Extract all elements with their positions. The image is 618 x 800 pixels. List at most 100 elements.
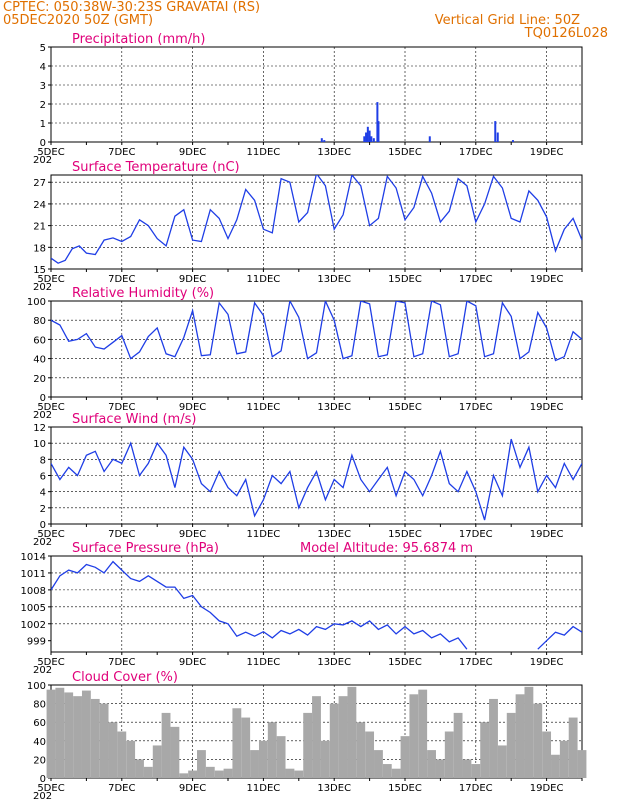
precip-bar <box>372 138 375 142</box>
cloud-bar <box>258 740 268 778</box>
cloud-bar <box>205 766 215 778</box>
precip-bar <box>363 136 366 142</box>
cloud-bar <box>170 726 180 778</box>
precip-xtick-label: 17DEC <box>459 147 493 158</box>
cloud-bar <box>250 750 259 778</box>
wind-ytick-label: 8 <box>40 455 46 466</box>
cloud-title: Cloud Cover (%) <box>72 670 178 685</box>
wind-xtick-label: 19DEC <box>530 529 564 540</box>
rh-xtick-label: 9DEC <box>179 402 206 413</box>
wind-xtick-label: 15DEC <box>388 529 422 540</box>
cloud-xtick-label: 7DEC <box>108 783 135 794</box>
rh-ytick-label: 80 <box>33 316 46 327</box>
precip-bar <box>428 136 431 142</box>
wind-xtick-label: 9DEC <box>179 529 206 540</box>
cloud-bar <box>188 770 198 778</box>
cloud-bar <box>303 712 313 778</box>
cloud-bar <box>73 696 82 778</box>
pres-xtick-label: 11DEC <box>247 657 281 668</box>
temp-xtick-label: 13DEC <box>317 274 351 285</box>
wind-ytick-label: 4 <box>40 488 46 499</box>
precip-ytick-label: 5 <box>40 43 46 54</box>
cloud-bar <box>267 722 277 778</box>
cloud-xtick-label: 17DEC <box>459 783 493 794</box>
cloud-bar <box>90 698 100 778</box>
cloud-bar <box>533 703 543 778</box>
precip-xtick-label: 11DEC <box>247 147 281 158</box>
pres-ytick-label: 999 <box>27 637 46 648</box>
pres-ytick-label: 1008 <box>21 586 46 597</box>
temp-ytick-label: 27 <box>33 178 46 189</box>
temp-ytick-label: 18 <box>33 243 46 254</box>
cloud-bar <box>117 731 127 778</box>
cloud-bar <box>285 768 295 778</box>
rh-ytick-label: 40 <box>33 355 46 366</box>
cloud-bar <box>55 687 65 778</box>
temp-year-label: 202 <box>33 282 52 293</box>
cloud-bar <box>506 712 516 778</box>
cloud-bar <box>409 694 419 778</box>
cloud-bar <box>108 722 118 778</box>
rh-ytick-label: 20 <box>33 374 46 385</box>
pres-xtick-label: 19DEC <box>530 657 564 668</box>
temp-xtick-label: 5DEC <box>37 274 64 285</box>
rh-ytick-label: 60 <box>33 335 46 346</box>
wind-ytick-label: 6 <box>40 472 46 483</box>
pres-frame <box>50 555 583 653</box>
rh-xtick-label: 19DEC <box>530 402 564 413</box>
wind-ytick-label: 12 <box>33 423 46 434</box>
precip-ytick-label: 4 <box>40 62 46 73</box>
cloud-ytick-label: 80 <box>33 700 46 711</box>
cloud-bar <box>489 698 498 778</box>
wind-xtick-label: 11DEC <box>247 529 281 540</box>
wind-xtick-label: 7DEC <box>108 529 135 540</box>
temp-xtick-label: 9DEC <box>179 274 206 285</box>
precip-xtick-label: 9DEC <box>179 147 206 158</box>
cloud-xtick-label: 13DEC <box>317 783 351 794</box>
pres-series-line <box>51 560 582 650</box>
precip-bar <box>323 140 326 142</box>
cloud-xtick-label: 11DEC <box>247 783 281 794</box>
wind-series-line <box>51 438 582 521</box>
temp-ytick-label: 15 <box>33 265 46 276</box>
precip-bar <box>370 136 373 142</box>
cloud-bar <box>161 712 171 778</box>
cloud-bar <box>471 764 481 778</box>
pres-year-label: 202 <box>33 665 52 676</box>
wind-ytick-label: 0 <box>40 520 46 531</box>
wind-ytick-label: 2 <box>40 504 46 515</box>
temp-xtick-label: 15DEC <box>388 274 422 285</box>
cloud-bar <box>382 764 392 778</box>
cloud-bar <box>391 768 401 778</box>
cloud-bar <box>152 745 162 778</box>
cloud-bar <box>329 703 339 778</box>
cloud-bar <box>444 731 454 778</box>
precip-ytick-label: 2 <box>40 100 46 111</box>
cloud-bar <box>515 694 525 778</box>
pres-xtick-label: 7DEC <box>108 657 135 668</box>
cloud-bar <box>46 689 56 778</box>
wind-xtick-label: 13DEC <box>317 529 351 540</box>
cloud-bar <box>312 696 321 778</box>
cloud-ytick-label: 0 <box>40 774 46 785</box>
model-altitude-label: Model Altitude: 95.6874 m <box>300 541 473 556</box>
cloud-bar <box>320 740 330 778</box>
pres-ytick-label: 1011 <box>21 569 46 580</box>
cloud-bar <box>374 750 383 778</box>
cloud-xtick-label: 15DEC <box>388 783 422 794</box>
precip-bar <box>511 140 514 142</box>
pres-xtick-label: 5DEC <box>37 657 64 668</box>
rh-xtick-label: 11DEC <box>247 402 281 413</box>
precip-bar <box>377 121 380 142</box>
rh-year-label: 202 <box>33 410 52 421</box>
rh-ytick-label: 0 <box>40 393 46 404</box>
cloud-bar <box>427 750 436 778</box>
cloud-bar <box>551 754 560 778</box>
temp-ytick-label: 24 <box>33 200 46 211</box>
cloud-bar <box>135 759 144 778</box>
pres-xtick-label: 13DEC <box>317 657 351 668</box>
precip-xtick-label: 13DEC <box>317 147 351 158</box>
cloud-bar <box>347 686 357 778</box>
wind-xtick-label: 5DEC <box>37 529 64 540</box>
